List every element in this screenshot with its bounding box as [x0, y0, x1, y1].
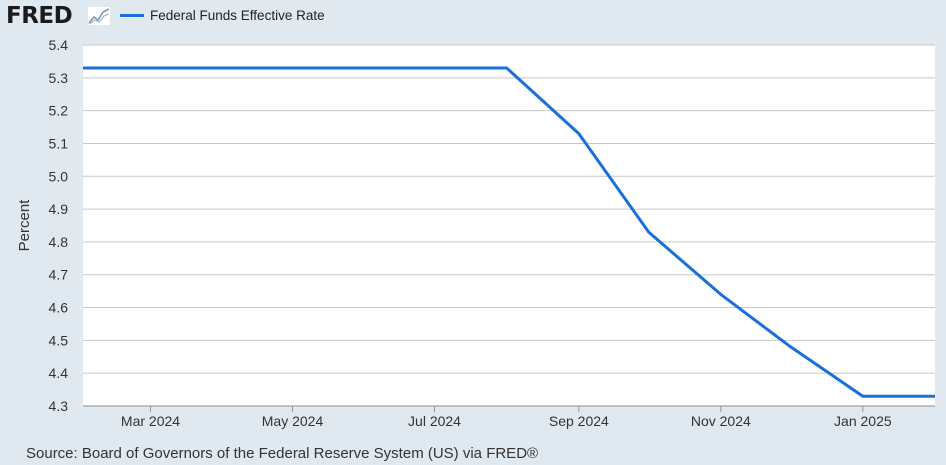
x-tick-label: May 2024 [262, 413, 324, 429]
x-tick-label: Nov 2024 [691, 413, 751, 429]
y-tick-label: 4.9 [49, 201, 69, 217]
y-axis-label: Percent [16, 199, 33, 252]
x-tick-label: Jul 2024 [408, 413, 461, 429]
line-chart[interactable]: 4.3 4.4 4.5 4.6 4.7 4.8 4.9 5.0 5.1 5.2 5.3 5.4 Mar … [0, 0, 946, 440]
y-tick-label: 4.6 [49, 300, 69, 316]
chart-header: FRED Federal Funds Effective Rate [0, 0, 946, 34]
y-tick-label: 4.8 [49, 234, 69, 250]
y-tick-label: 4.5 [49, 332, 69, 348]
y-tick-label: 5.4 [49, 37, 69, 53]
plot-area [83, 45, 935, 406]
legend-swatch [120, 14, 144, 17]
x-tick-label: Jan 2025 [834, 413, 892, 429]
y-tick-label: 4.3 [49, 398, 69, 414]
legend-label: Federal Funds Effective Rate [150, 8, 325, 23]
x-tick-label: Mar 2024 [121, 413, 180, 429]
y-tick-label: 5.1 [49, 135, 69, 151]
x-tick-label: Sep 2024 [549, 413, 609, 429]
y-tick-label: 5.2 [49, 103, 69, 119]
y-tick-label: 4.7 [49, 267, 69, 283]
source-note: Source: Board of Governors of the Federa… [26, 445, 539, 462]
y-tick-label: 5.3 [49, 70, 69, 86]
series-line [83, 66, 935, 398]
chart-legend[interactable]: Federal Funds Effective Rate [120, 8, 325, 23]
fred-logo[interactable]: FRED [6, 3, 73, 29]
y-tick-label: 4.4 [49, 365, 69, 381]
line-chart-icon [87, 6, 111, 26]
y-tick-label: 5.0 [49, 168, 69, 184]
